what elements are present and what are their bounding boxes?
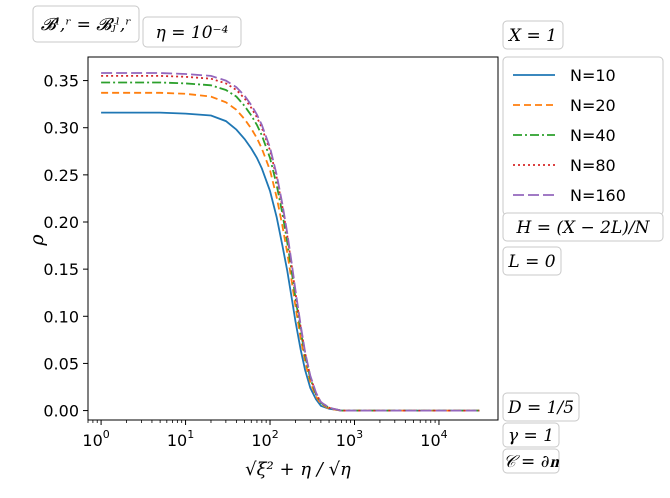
annotation-eta-box [142, 16, 242, 48]
annotation-c-text: 𝒞 = ∂𝐧 [503, 452, 559, 472]
x-axis-label-text: √ξ² + η / √η [245, 459, 351, 480]
legend-label: N=20 [570, 96, 616, 115]
y-tick-label: 0.25 [43, 166, 79, 185]
y-axis-label: ρ [26, 234, 48, 247]
x-tick-exponent: 1 [187, 428, 194, 441]
y-tick-label: 0.15 [43, 260, 79, 279]
annotation-gamma-box [502, 422, 560, 448]
y-tick-label: 0.35 [43, 72, 79, 91]
annotation-d: D = 1/5 [502, 392, 580, 422]
legend-label: N=40 [570, 126, 616, 145]
y-tick-label: 0.05 [43, 354, 79, 373]
legend-label: N=160 [570, 186, 626, 205]
x-tick-label: 102 [251, 428, 278, 450]
series-line-5 [101, 72, 480, 412]
y-tick-label: 0.10 [43, 307, 79, 326]
series-layer [101, 72, 480, 412]
series-line-3 [101, 81, 480, 412]
annotation-boundary: 𝓑ˡ,ʳ = 𝓑ⱼˡ,ʳ [32, 5, 140, 43]
annotation-l: L = 0 [502, 246, 562, 276]
annotation-x-box [502, 20, 564, 50]
y-tick-label: 0.20 [43, 213, 79, 232]
y-tick-label: 0.00 [43, 402, 79, 421]
annotation-gamma-text: γ = 1 [508, 426, 554, 446]
plot-frame [87, 56, 499, 421]
x-tick-exponent: 4 [441, 428, 448, 441]
legend-label: N=80 [570, 156, 616, 175]
annotation-boundary-box [32, 5, 140, 43]
annotation-eta: η = 10⁻⁴ [142, 16, 242, 48]
annotation-h-text: H = (X − 2L)/N [515, 218, 650, 238]
annotation-d-text: D = 1/5 [507, 398, 574, 418]
x-tick-exponent: 3 [356, 428, 363, 441]
annotation-h: H = (X − 2L)/N [502, 212, 664, 242]
x-tick-exponent: 2 [272, 428, 279, 441]
series-line-4 [101, 75, 480, 412]
annotation-x: X = 1 [502, 20, 564, 50]
annotation-h-box [502, 212, 664, 242]
annotation-l-box [502, 246, 562, 276]
annotation-c: 𝒞 = ∂𝐧 [502, 448, 560, 474]
annotation-boundary-text: 𝓑ˡ,ʳ = 𝓑ⱼˡ,ʳ [41, 15, 131, 35]
x-tick-label: 101 [167, 428, 194, 450]
y-tick-label: 0.30 [43, 119, 79, 138]
annotation-l-text: L = 0 [507, 252, 555, 272]
annotation-c-box [502, 448, 560, 474]
x-tick-label: 100 [82, 428, 109, 450]
annotation-gamma: γ = 1 [502, 422, 560, 448]
annotation-d-box [502, 392, 580, 422]
series-line-1 [101, 111, 480, 412]
x-tick-label: 103 [336, 428, 363, 450]
legend: N=10 N=20 N=40 N=80 N=160 [502, 56, 664, 216]
annotation-eta-text: η = 10⁻⁴ [156, 23, 229, 43]
x-tick-label: 104 [420, 428, 447, 450]
x-tick-exponent: 0 [103, 428, 110, 441]
annotation-x-text: X = 1 [507, 26, 557, 46]
series-line-2 [101, 91, 480, 412]
legend-label: N=10 [570, 66, 616, 85]
legend-items: N=10 N=20 N=40 N=80 N=160 [513, 66, 626, 205]
x-axis-label: √ξ² + η / √η [245, 459, 351, 480]
